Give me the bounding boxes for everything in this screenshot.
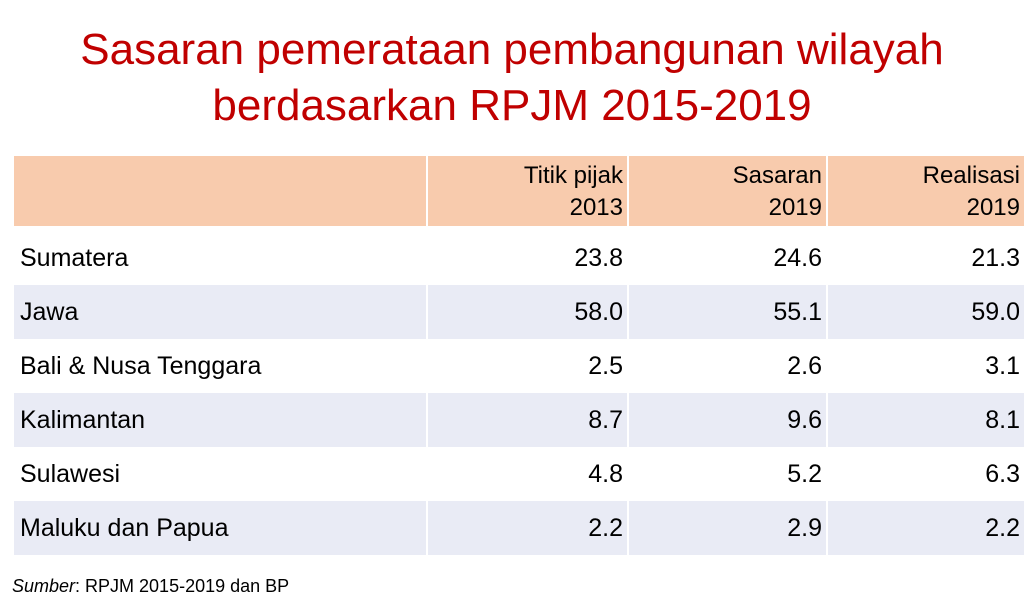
title-line-1: Sasaran pemerataan pembangunan wilayah	[80, 25, 944, 74]
region-cell: Maluku dan Papua	[14, 501, 428, 555]
region-cell: Jawa	[14, 285, 428, 339]
titik-pijak-cell: 4.8	[588, 459, 623, 488]
source-text: : RPJM 2015-2019 dan BP	[75, 576, 290, 596]
titik-pijak-cell: 8.7	[428, 393, 627, 447]
table-row: Sumatera 23.8 24.6 21.3	[14, 231, 1024, 285]
sasaran-cell: 5.2	[627, 447, 826, 501]
sasaran-cell: 2.6	[627, 339, 826, 393]
source-label: Sumber	[12, 576, 76, 596]
title-line-2: berdasarkan RPJM 2015-2019	[212, 81, 812, 130]
data-table: Titik pijak 2013 Sasaran 2019 Realisasi …	[14, 156, 1024, 555]
source-note: Sumber: RPJM 2015-2019 dan BP	[12, 576, 289, 597]
titik-pijak-cell: 58.0	[428, 285, 627, 339]
realisasi-cell: 8.1	[826, 393, 1024, 447]
sasaran-cell: 2.9	[627, 501, 826, 555]
header-sasaran: Sasaran 2019	[627, 156, 826, 226]
realisasi-cell: 21.3	[826, 231, 1024, 285]
titik-pijak-cell: 2.5	[588, 351, 623, 380]
header-label: Realisasi	[922, 162, 1020, 189]
header-year: 2019	[966, 194, 1020, 221]
page-title: Sasaran pemerataan pembangunan wilayah b…	[0, 22, 1024, 134]
header-empty-cell	[14, 156, 428, 226]
realisasi-cell: 2.2	[826, 501, 1024, 555]
table-row: Sulawesi 4.8 5.2 6.3	[14, 447, 1024, 501]
header-titik-pijak: Titik pijak 2013	[428, 156, 627, 226]
titik-pijak-cell: 23.8	[574, 243, 623, 272]
table-row: Kalimantan 8.7 9.6 8.1	[14, 393, 1024, 447]
sasaran-cell: 55.1	[627, 285, 826, 339]
header-label: Sasaran	[732, 162, 822, 189]
region-cell: Bali & Nusa Tenggara	[20, 351, 262, 380]
region-cell: Sulawesi	[20, 459, 121, 488]
header-label: Titik pijak	[523, 162, 623, 189]
header-year: 2013	[569, 194, 623, 221]
region-cell: Sumatera	[20, 243, 129, 272]
realisasi-cell: 6.3	[826, 447, 1024, 501]
table-row: Maluku dan Papua 2.2 2.9 2.2	[14, 501, 1024, 555]
table-row: Bali & Nusa Tenggara 2.5 2.6 3.1	[14, 339, 1024, 393]
table-header-row: Titik pijak 2013 Sasaran 2019 Realisasi …	[14, 156, 1024, 226]
realisasi-cell: 59.0	[826, 285, 1024, 339]
sasaran-cell: 9.6	[627, 393, 826, 447]
titik-pijak-cell: 2.2	[428, 501, 627, 555]
realisasi-cell: 3.1	[826, 339, 1024, 393]
region-cell: Kalimantan	[14, 393, 428, 447]
sasaran-cell: 24.6	[627, 231, 826, 285]
table-row: Jawa 58.0 55.1 59.0	[14, 285, 1024, 339]
header-realisasi: Realisasi 2019	[826, 156, 1024, 226]
header-year: 2019	[768, 194, 822, 221]
